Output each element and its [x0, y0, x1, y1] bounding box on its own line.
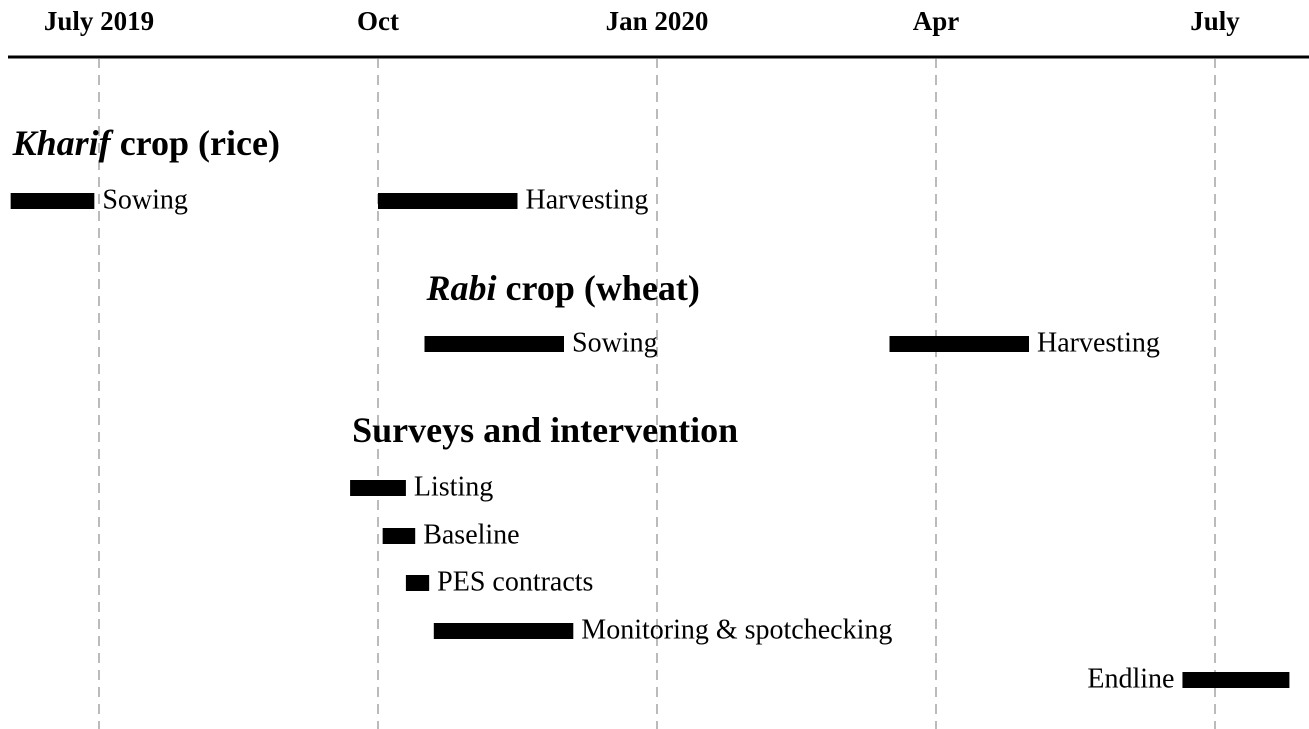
bar [10, 193, 95, 209]
x-tick-label: Oct [357, 6, 399, 36]
bar [405, 575, 430, 591]
task-label: Listing [414, 471, 493, 502]
task-label: Endline [1087, 663, 1174, 694]
group-title-text: crop (wheat) [506, 268, 700, 308]
x-tick-label: July 2019 [44, 6, 154, 36]
bar [424, 336, 564, 352]
group-title: Surveys and intervention [352, 410, 738, 450]
bar [378, 193, 518, 209]
bar [1182, 672, 1290, 688]
task-label: Harvesting [526, 184, 649, 215]
group-title: Kharif crop (rice) [12, 123, 280, 163]
group-title-italic: Rabi [426, 268, 497, 308]
task-label: PES contracts [437, 566, 593, 597]
x-tick-label: July [1190, 6, 1240, 36]
task-label: Sowing [102, 184, 188, 215]
task-label: Harvesting [1037, 327, 1160, 358]
task-label: Baseline [423, 519, 519, 550]
task-label: Sowing [572, 327, 658, 358]
group-title-text: Surveys and intervention [352, 410, 738, 450]
x-tick-label: Jan 2020 [606, 6, 709, 36]
group-title-italic: Kharif [12, 123, 114, 163]
group-title-space [111, 123, 120, 163]
bar [350, 480, 406, 496]
group-title-space [497, 268, 506, 308]
bar [433, 623, 574, 639]
bar [382, 528, 416, 544]
group-title: Rabi crop (wheat) [426, 268, 700, 308]
bar [889, 336, 1029, 352]
x-tick-label: Apr [913, 6, 960, 36]
group-title-text: crop (rice) [120, 123, 280, 163]
task-label: Monitoring & spotchecking [581, 614, 892, 645]
